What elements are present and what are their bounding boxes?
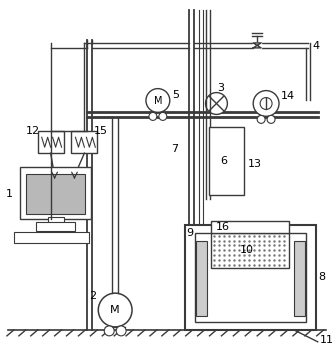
Text: 2: 2 (89, 291, 96, 301)
Circle shape (104, 326, 114, 336)
Text: 15: 15 (93, 126, 107, 136)
Bar (14, 232, 89, 243)
Bar (36, 222, 76, 231)
Bar (196, 240, 207, 316)
Bar (38, 131, 64, 153)
Bar (48, 217, 64, 223)
Text: M: M (110, 305, 120, 315)
Text: 5: 5 (172, 90, 179, 99)
Text: 6: 6 (220, 156, 227, 166)
Bar (211, 232, 289, 268)
Text: 3: 3 (217, 83, 224, 92)
Circle shape (149, 112, 157, 120)
Circle shape (253, 91, 279, 117)
Circle shape (98, 293, 132, 327)
Text: 13: 13 (248, 159, 262, 169)
Circle shape (159, 112, 167, 120)
Bar (294, 240, 305, 316)
Text: 16: 16 (215, 222, 229, 232)
Text: 14: 14 (281, 90, 295, 101)
Bar (185, 225, 316, 330)
Circle shape (116, 326, 126, 336)
Text: M: M (154, 96, 162, 105)
Circle shape (146, 89, 170, 112)
Bar (195, 232, 306, 322)
Bar (20, 167, 91, 219)
Text: 12: 12 (26, 126, 40, 136)
Text: 7: 7 (171, 144, 178, 154)
Text: 1: 1 (6, 189, 13, 199)
Text: 9: 9 (187, 228, 194, 238)
Bar (72, 131, 97, 153)
Polygon shape (253, 43, 261, 48)
Circle shape (267, 116, 275, 123)
Circle shape (260, 98, 272, 110)
Circle shape (206, 92, 227, 114)
Bar (211, 221, 289, 232)
Text: 8: 8 (319, 272, 326, 282)
Text: 10: 10 (240, 245, 254, 255)
Bar (209, 127, 244, 195)
Circle shape (257, 116, 265, 123)
Bar (26, 174, 85, 214)
Text: 4: 4 (313, 41, 320, 51)
Text: 11: 11 (320, 335, 334, 345)
